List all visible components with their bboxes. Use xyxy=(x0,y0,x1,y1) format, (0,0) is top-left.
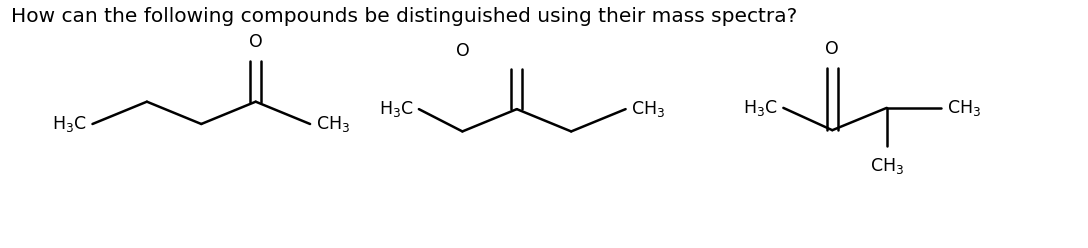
Text: CH$_3$: CH$_3$ xyxy=(631,99,665,119)
Text: H$_3$C: H$_3$C xyxy=(52,114,87,134)
Text: How can the following compounds be distinguished using their mass spectra?: How can the following compounds be disti… xyxy=(11,7,798,27)
Text: CH$_3$: CH$_3$ xyxy=(947,98,980,118)
Text: O: O xyxy=(249,33,262,51)
Text: H$_3$C: H$_3$C xyxy=(379,99,413,119)
Text: H$_3$C: H$_3$C xyxy=(743,98,778,118)
Text: O: O xyxy=(456,41,469,60)
Text: CH$_3$: CH$_3$ xyxy=(316,114,349,134)
Text: O: O xyxy=(826,40,839,58)
Text: CH$_3$: CH$_3$ xyxy=(869,156,904,176)
